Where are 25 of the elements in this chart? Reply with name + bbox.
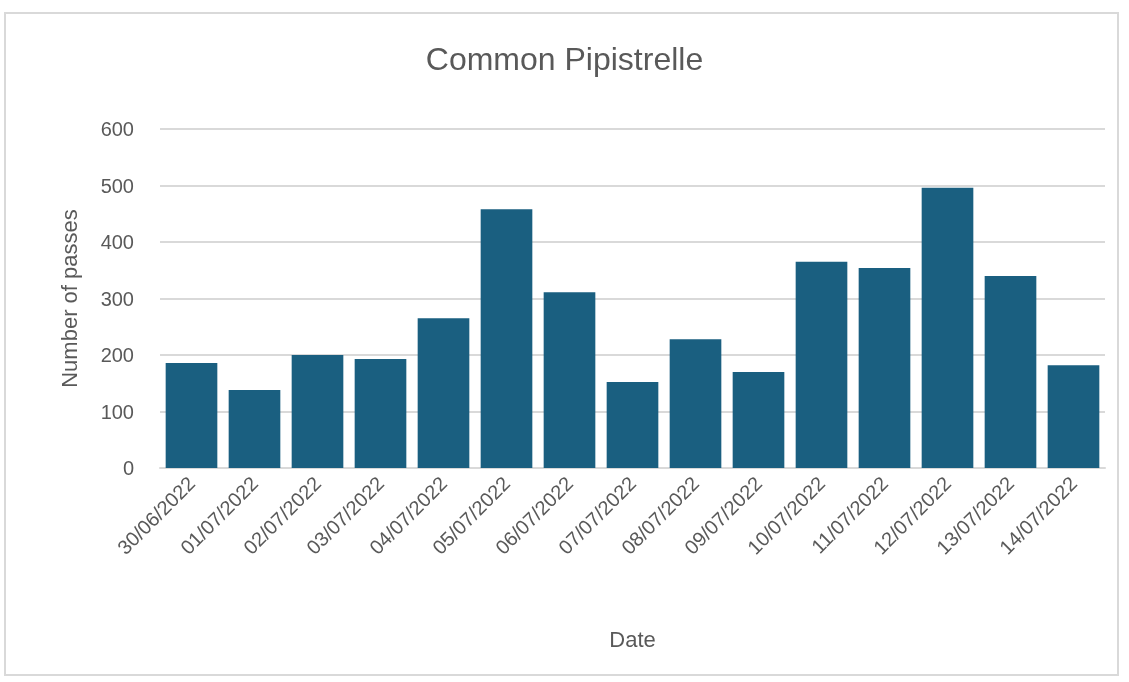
bar [543,292,596,468]
bar [1047,365,1100,468]
bar [228,390,281,468]
y-axis-title: Number of passes [56,209,82,388]
x-axis-title: Date [609,626,656,652]
bar [858,267,911,468]
bar [921,187,974,468]
y-tick-label: 100 [100,400,134,423]
bar [480,209,533,468]
bar [795,261,848,468]
bar [606,382,659,468]
y-tick-label: 300 [100,287,134,310]
bar [165,362,218,468]
bar [669,339,722,468]
y-tick-label: 0 [122,457,134,479]
bar [417,318,470,468]
bar [354,358,407,468]
bar [732,371,785,468]
chart-title: Common Pipistrelle [425,41,704,77]
y-tick-label: 200 [100,344,134,366]
bar [291,355,344,468]
y-tick-label: 500 [100,174,134,197]
y-tick-label: 600 [100,118,134,140]
y-tick-label: 400 [100,231,134,253]
bar [984,275,1037,468]
